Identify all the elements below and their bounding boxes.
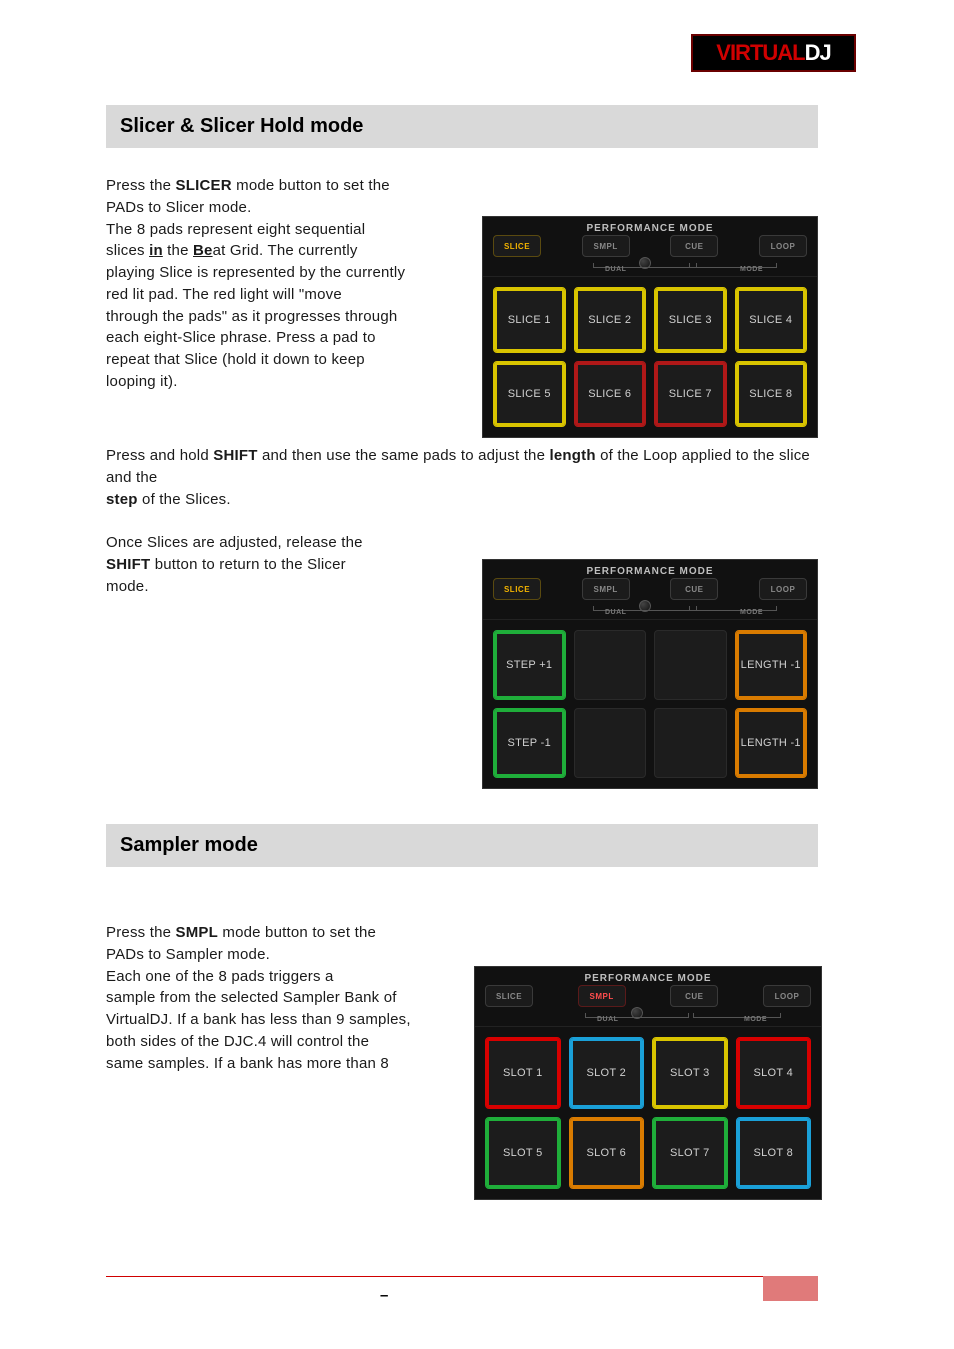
panel-header: PERFORMANCE MODE SLICE SMPL CUE LOOP DUA…	[483, 560, 817, 620]
performance-mode-label: PERFORMANCE MODE	[483, 223, 817, 234]
mode-btn-loop[interactable]: LOOP	[759, 235, 807, 257]
p2-t1: Press and hold	[106, 447, 213, 464]
pad[interactable]: SLOT 6	[569, 1117, 645, 1189]
logo-text-a: VIRTUAL	[716, 40, 804, 66]
p4-t4: PADs to Sampler mode.	[106, 946, 270, 963]
pad[interactable]: SLICE 8	[735, 361, 808, 427]
performance-mode-label: PERFORMANCE MODE	[475, 973, 821, 984]
p2-t8: of the Slices.	[138, 491, 231, 508]
section-slicer-heading: Slicer & Slicer Hold mode	[106, 105, 818, 148]
p2-t5: length	[550, 447, 596, 464]
pad[interactable]: SLICE 7	[654, 361, 727, 427]
pad[interactable]	[654, 630, 727, 700]
pad[interactable]: SLICE 5	[493, 361, 566, 427]
pad[interactable]: SLOT 4	[736, 1037, 812, 1109]
footer-page-block	[763, 1276, 818, 1301]
mode-btn-cue[interactable]: CUE	[670, 235, 718, 257]
pad[interactable]: LENGTH -1	[735, 708, 808, 778]
p4-t2: SMPL	[176, 924, 218, 941]
p4-t7: VirtualDJ. If a bank has less than 9 sam…	[106, 1011, 411, 1028]
mode-btn-loop[interactable]: LOOP	[763, 985, 811, 1007]
p2-t3: and then use the	[258, 447, 382, 464]
virtualdj-logo: VIRTUALDJ	[691, 34, 856, 72]
paragraph-slicer-desc: Press the SLICER mode button to set the …	[106, 175, 476, 393]
pad[interactable]	[654, 708, 727, 778]
pad-grid: STEP +1 LENGTH -1 STEP -1 LENGTH -1	[483, 620, 817, 788]
paragraph-shift-desc: Press and hold SHIFT and then use the sa…	[106, 445, 818, 510]
mode-btn-smpl[interactable]: SMPL	[582, 578, 630, 600]
pad[interactable]: SLOT 8	[736, 1117, 812, 1189]
mode-btn-loop[interactable]: LOOP	[759, 578, 807, 600]
section-sampler-heading: Sampler mode	[106, 824, 818, 867]
mode-btn-smpl[interactable]: SMPL	[582, 235, 630, 257]
mode-sub-label: MODE	[740, 609, 763, 616]
pad[interactable]: SLOT 2	[569, 1037, 645, 1109]
p1-t3: mode button to set the	[232, 177, 390, 194]
performance-panel-slicer: PERFORMANCE MODE SLICE SMPL CUE LOOP DUA…	[482, 216, 818, 438]
mode-buttons-row: SLICE SMPL CUE LOOP	[485, 985, 811, 1007]
mode-btn-smpl[interactable]: SMPL	[578, 985, 626, 1007]
p4-t3: mode button to set the	[218, 924, 376, 941]
mode-sub-label: MODE	[740, 266, 763, 273]
mode-line	[689, 263, 777, 268]
pad[interactable]: SLICE 2	[574, 287, 647, 353]
pad[interactable]: STEP +1	[493, 630, 566, 700]
p3-t1: Once Slices are adjusted, release the	[106, 534, 363, 551]
panel-header: PERFORMANCE MODE SLICE SMPL CUE LOOP DUA…	[483, 217, 817, 277]
p4-t9: same samples. If a bank has more than 8	[106, 1055, 389, 1072]
performance-panel-step: PERFORMANCE MODE SLICE SMPL CUE LOOP DUA…	[482, 559, 818, 789]
performance-mode-label: PERFORMANCE MODE	[483, 566, 817, 577]
footer-dash: –	[380, 1287, 388, 1304]
performance-panel-sampler: PERFORMANCE MODE SLICE SMPL CUE LOOP DUA…	[474, 966, 822, 1200]
p4-t8: both sides of the DJC.4 will control the	[106, 1033, 369, 1050]
pad[interactable]: SLOT 7	[652, 1117, 728, 1189]
footer-rule	[106, 1276, 818, 1277]
mode-btn-slice[interactable]: SLICE	[485, 985, 533, 1007]
p1-t4: PADs to Slicer mode.	[106, 199, 251, 216]
p3-t2: SHIFT	[106, 556, 150, 573]
mode-btn-cue[interactable]: CUE	[670, 985, 718, 1007]
dual-label: DUAL	[605, 266, 626, 273]
p4-t6: sample from the selected Sampler Bank of	[106, 989, 397, 1006]
pad-grid: SLOT 1SLOT 2SLOT 3SLOT 4SLOT 5SLOT 6SLOT…	[475, 1027, 821, 1199]
pad[interactable]: LENGTH -1	[735, 630, 808, 700]
pad[interactable]	[574, 630, 647, 700]
panel-header: PERFORMANCE MODE SLICE SMPL CUE LOOP DUA…	[475, 967, 821, 1027]
pad[interactable]: SLOT 1	[485, 1037, 561, 1109]
mode-buttons-row: SLICE SMPL CUE LOOP	[493, 235, 807, 257]
pad[interactable]: SLICE 4	[735, 287, 808, 353]
p3-t3: button to return to the Slicer	[150, 556, 345, 573]
p3-t4: mode.	[106, 578, 149, 595]
mode-line	[693, 1013, 781, 1018]
pad[interactable]: SLICE 1	[493, 287, 566, 353]
mode-buttons-row: SLICE SMPL CUE LOOP	[493, 578, 807, 600]
p1-t2: SLICER	[176, 177, 232, 194]
pad[interactable]: STEP -1	[493, 708, 566, 778]
paragraph-sampler-desc: Press the SMPL mode button to set the PA…	[106, 922, 476, 1074]
dual-label: DUAL	[597, 1016, 618, 1023]
mode-sub-label: MODE	[744, 1016, 767, 1023]
pad[interactable]: SLOT 5	[485, 1117, 561, 1189]
p1-gap: The 8 pads represent eight sequentialsli…	[106, 221, 405, 390]
p2-t2: SHIFT	[213, 447, 257, 464]
mode-line	[689, 606, 777, 611]
p2-t4: same pads to adjust the	[381, 447, 549, 464]
mode-btn-slice[interactable]: SLICE	[493, 235, 541, 257]
mode-btn-slice[interactable]: SLICE	[493, 578, 541, 600]
pad[interactable]: SLOT 3	[652, 1037, 728, 1109]
pad-grid: SLICE 1SLICE 2SLICE 3SLICE 4SLICE 5SLICE…	[483, 277, 817, 437]
logo-text-b: DJ	[805, 40, 831, 66]
p2-t7: step	[106, 491, 138, 508]
dual-label: DUAL	[605, 609, 626, 616]
mode-btn-cue[interactable]: CUE	[670, 578, 718, 600]
p4-t5: Each one of the 8 pads triggers a	[106, 968, 334, 985]
p1-t1: Press the	[106, 177, 176, 194]
p4-t1: Press the	[106, 924, 176, 941]
pad[interactable]	[574, 708, 647, 778]
pad[interactable]: SLICE 6	[574, 361, 647, 427]
paragraph-release: Once Slices are adjusted, release the SH…	[106, 532, 476, 597]
pad[interactable]: SLICE 3	[654, 287, 727, 353]
